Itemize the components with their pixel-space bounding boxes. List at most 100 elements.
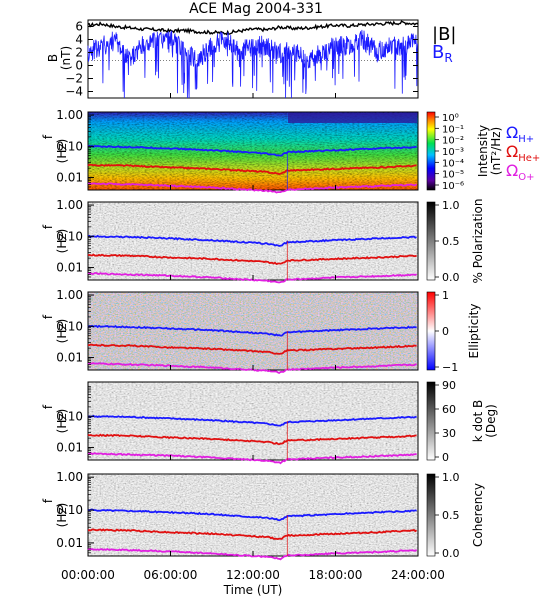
legend-omega-o: ΩO+ [506,161,534,183]
coherency-spectrogram [88,474,418,556]
x-axis-label: Time (UT) [223,583,283,597]
colorbar-label: k dot B [471,400,485,442]
x-tick-label: 00:00:00 [61,568,115,582]
field-y-tick-label: 2 [75,46,83,60]
colorbar-tick-label: 10⁻⁶ [442,181,464,192]
h-plus-gyro-line [88,234,417,247]
colorbar-unit: (Deg) [484,404,498,438]
spec-y-tick-label: 0.10 [56,229,83,243]
colorbar-tick-label: 0.5 [442,235,460,248]
o-plus-gyro-line [87,547,418,561]
h-plus-gyro-line [87,508,417,522]
spectrogram-axes: 1.000.100.01f(Hz)10⁰10⁻¹10⁻²10⁻³10⁻⁴10⁻⁵… [41,93,503,560]
spec-y-tick-label: 0.10 [56,409,83,423]
spec-y-tick-label: 0.10 [56,503,83,517]
colorbar-tick-label: 10⁻² [442,136,464,147]
he-plus-gyro-line [87,528,418,541]
field-y-tick-label: −4 [65,85,83,99]
field-ylabel: B [46,54,60,62]
legend-b-r-sub: R [444,51,452,65]
ellipticity-colorbar [426,291,436,371]
colorbar-tick-label: 1 [442,289,449,302]
polarization-spectrogram [88,202,418,280]
kdotb-colorbar [426,381,436,461]
kdotb-panel [87,381,436,461]
gyrofrequency-overlays [87,113,418,561]
colorbar-tick-label: 0 [442,325,449,338]
colorbar-tick-label: 90 [442,379,456,392]
colorbar-label: Intensity [476,125,490,177]
spec-ylabel: f [41,314,55,319]
ellipticity-panel [87,291,436,371]
o-plus-gyro-line [87,272,418,284]
spec-y-tick-label: 1.00 [56,198,83,212]
o-plus-gyro-line [87,182,418,194]
spec-yunit: (Hz) [55,319,69,344]
x-tick-label: 12:00:00 [226,568,280,582]
coherency-panel [87,473,436,557]
spec-yunit: (Hz) [55,409,69,434]
he-plus-gyro-line [87,343,417,355]
intensity-panel [87,111,436,191]
figure-title: ACE Mag 2004-331 [189,1,323,17]
gyro-legend: ΩH+ ΩHe+ ΩO+ [506,123,540,183]
spec-y-tick-label: 1.00 [56,288,83,302]
spec-ylabel: f [41,404,55,409]
spec-y-tick-label: 0.01 [56,351,83,365]
colorbar-tick-label: 0.5 [442,509,460,522]
spec-ylabel: f [41,224,55,229]
colorbar-label: Coherency [471,483,485,547]
x-axis: 00:00:00 06:00:00 12:00:00 18:00:00 24:00:00 [61,568,445,582]
x-tick-label: 24:00:00 [391,568,445,582]
o-plus-gyro-line [87,451,417,465]
h-plus-gyro-line [87,414,417,427]
spec-y-tick-label: 0.10 [56,319,83,333]
intensity-colorbar [426,111,436,191]
he-plus-gyro-line [87,253,417,266]
colorbar-tick-label: 1.0 [442,199,460,212]
colorbar-label: % Polarization [471,199,485,284]
he-plus-gyro-line [87,163,417,176]
colorbar-tick-label: 10⁰ [442,113,459,124]
polarization-colorbar [426,201,436,281]
legend-b-total: |B| [432,24,456,45]
colorbar-tick-label: 30 [442,427,456,440]
intensity-texture [88,112,418,190]
b-r-line [87,29,418,99]
coherency-colorbar [426,473,436,557]
spec-ylabel: f [41,498,55,503]
field-y-tick-label: 0 [75,59,83,73]
spec-yunit: (Hz) [55,139,69,164]
colorbar-tick-label: 1.0 [442,471,460,484]
spec-ylabel: f [41,134,55,139]
colorbar-tick-label: 0.0 [442,547,460,560]
colorbar-tick-label: 10⁻⁴ [442,158,464,169]
spec-y-tick-label: 1.00 [56,108,83,122]
colorbar-tick-label: 0.0 [442,271,460,284]
x-tick-label: 06:00:00 [144,568,198,582]
field-y-tick-label: 4 [75,33,83,47]
spec-y-tick-label: 0.01 [56,261,83,275]
polarization-panel [87,201,436,281]
spec-y-tick-label: 0.01 [56,536,83,550]
colorbar-tick-label: 60 [442,403,456,416]
field-lines [87,20,419,99]
legend-omega-he: ΩHe+ [506,142,540,164]
colorbar-unit: (nT²/Hz) [489,127,503,175]
he-plus-gyro-line [87,433,417,446]
intensity-high-freq-band [288,113,417,123]
colorbar-label: Ellipticity [467,304,481,359]
kdotb-spectrogram [88,382,418,460]
o-plus-gyro-line [87,362,417,375]
legend-omega-h: ΩH+ [506,123,534,145]
spec-y-tick-label: 0.01 [56,441,83,455]
colorbar-tick-label: 10⁻³ [442,147,464,158]
b-total-line [87,20,419,36]
colorbar-tick-label: 0 [442,451,449,464]
colorbar-tick-label: 10⁻⁵ [442,170,464,181]
colorbar-tick-label: 10⁻¹ [442,124,464,135]
h-plus-gyro-line [87,144,417,157]
